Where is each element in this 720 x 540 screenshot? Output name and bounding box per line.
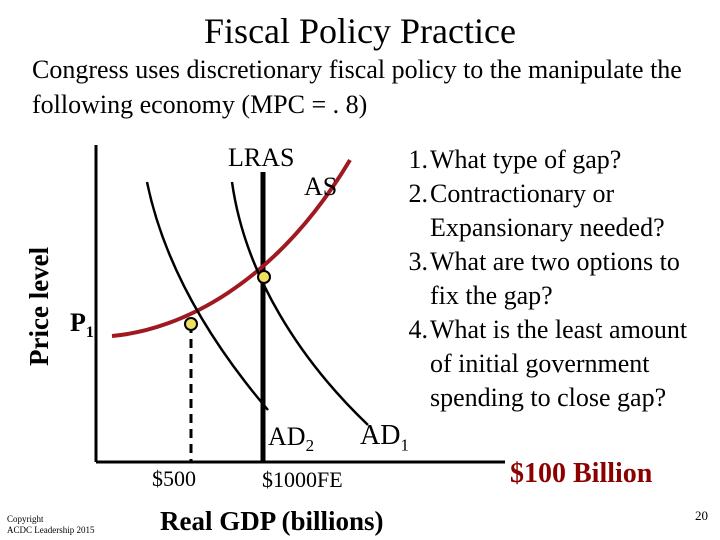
- ad1-curve: [230, 181, 369, 426]
- question-item: 3. What are two options to fix the gap?: [408, 247, 680, 310]
- ad2-label: AD2: [268, 422, 315, 456]
- copyright-notice: Copyright ACDC Leadership 2015: [7, 514, 95, 535]
- x-tick-1000fe: $1000FE: [262, 467, 343, 492]
- y-axis-label: Price level: [24, 246, 54, 366]
- as-curve: [111, 158, 352, 338]
- question-item: 2. Contractionary or Expansionary needed?: [408, 179, 665, 242]
- ad1-label: AD1: [360, 420, 409, 455]
- question-item: 1. What type of gap?: [408, 145, 622, 174]
- equilibrium-point-full-employment: [257, 270, 271, 284]
- x-tick-500: $500: [152, 466, 196, 491]
- lras-label: LRAS: [228, 143, 295, 172]
- page-number: 20: [695, 508, 708, 523]
- x-axis-label: Real GDP (billions): [160, 506, 384, 536]
- slide-subtitle: Congress uses discretionary fiscal polic…: [32, 55, 682, 119]
- slide-title: Fiscal Policy Practice: [204, 11, 516, 51]
- as-label: AS: [304, 172, 338, 201]
- ad2-curve: [145, 181, 269, 411]
- question-item: 4. What is the least amount of initial go…: [408, 315, 688, 412]
- question-list: 1. What type of gap? 2. Contractionary or …: [372, 143, 702, 415]
- price-level-label: P1: [70, 308, 94, 342]
- answer-text: $100 Billion: [510, 458, 653, 489]
- equilibrium-point-short-run: [184, 317, 198, 331]
